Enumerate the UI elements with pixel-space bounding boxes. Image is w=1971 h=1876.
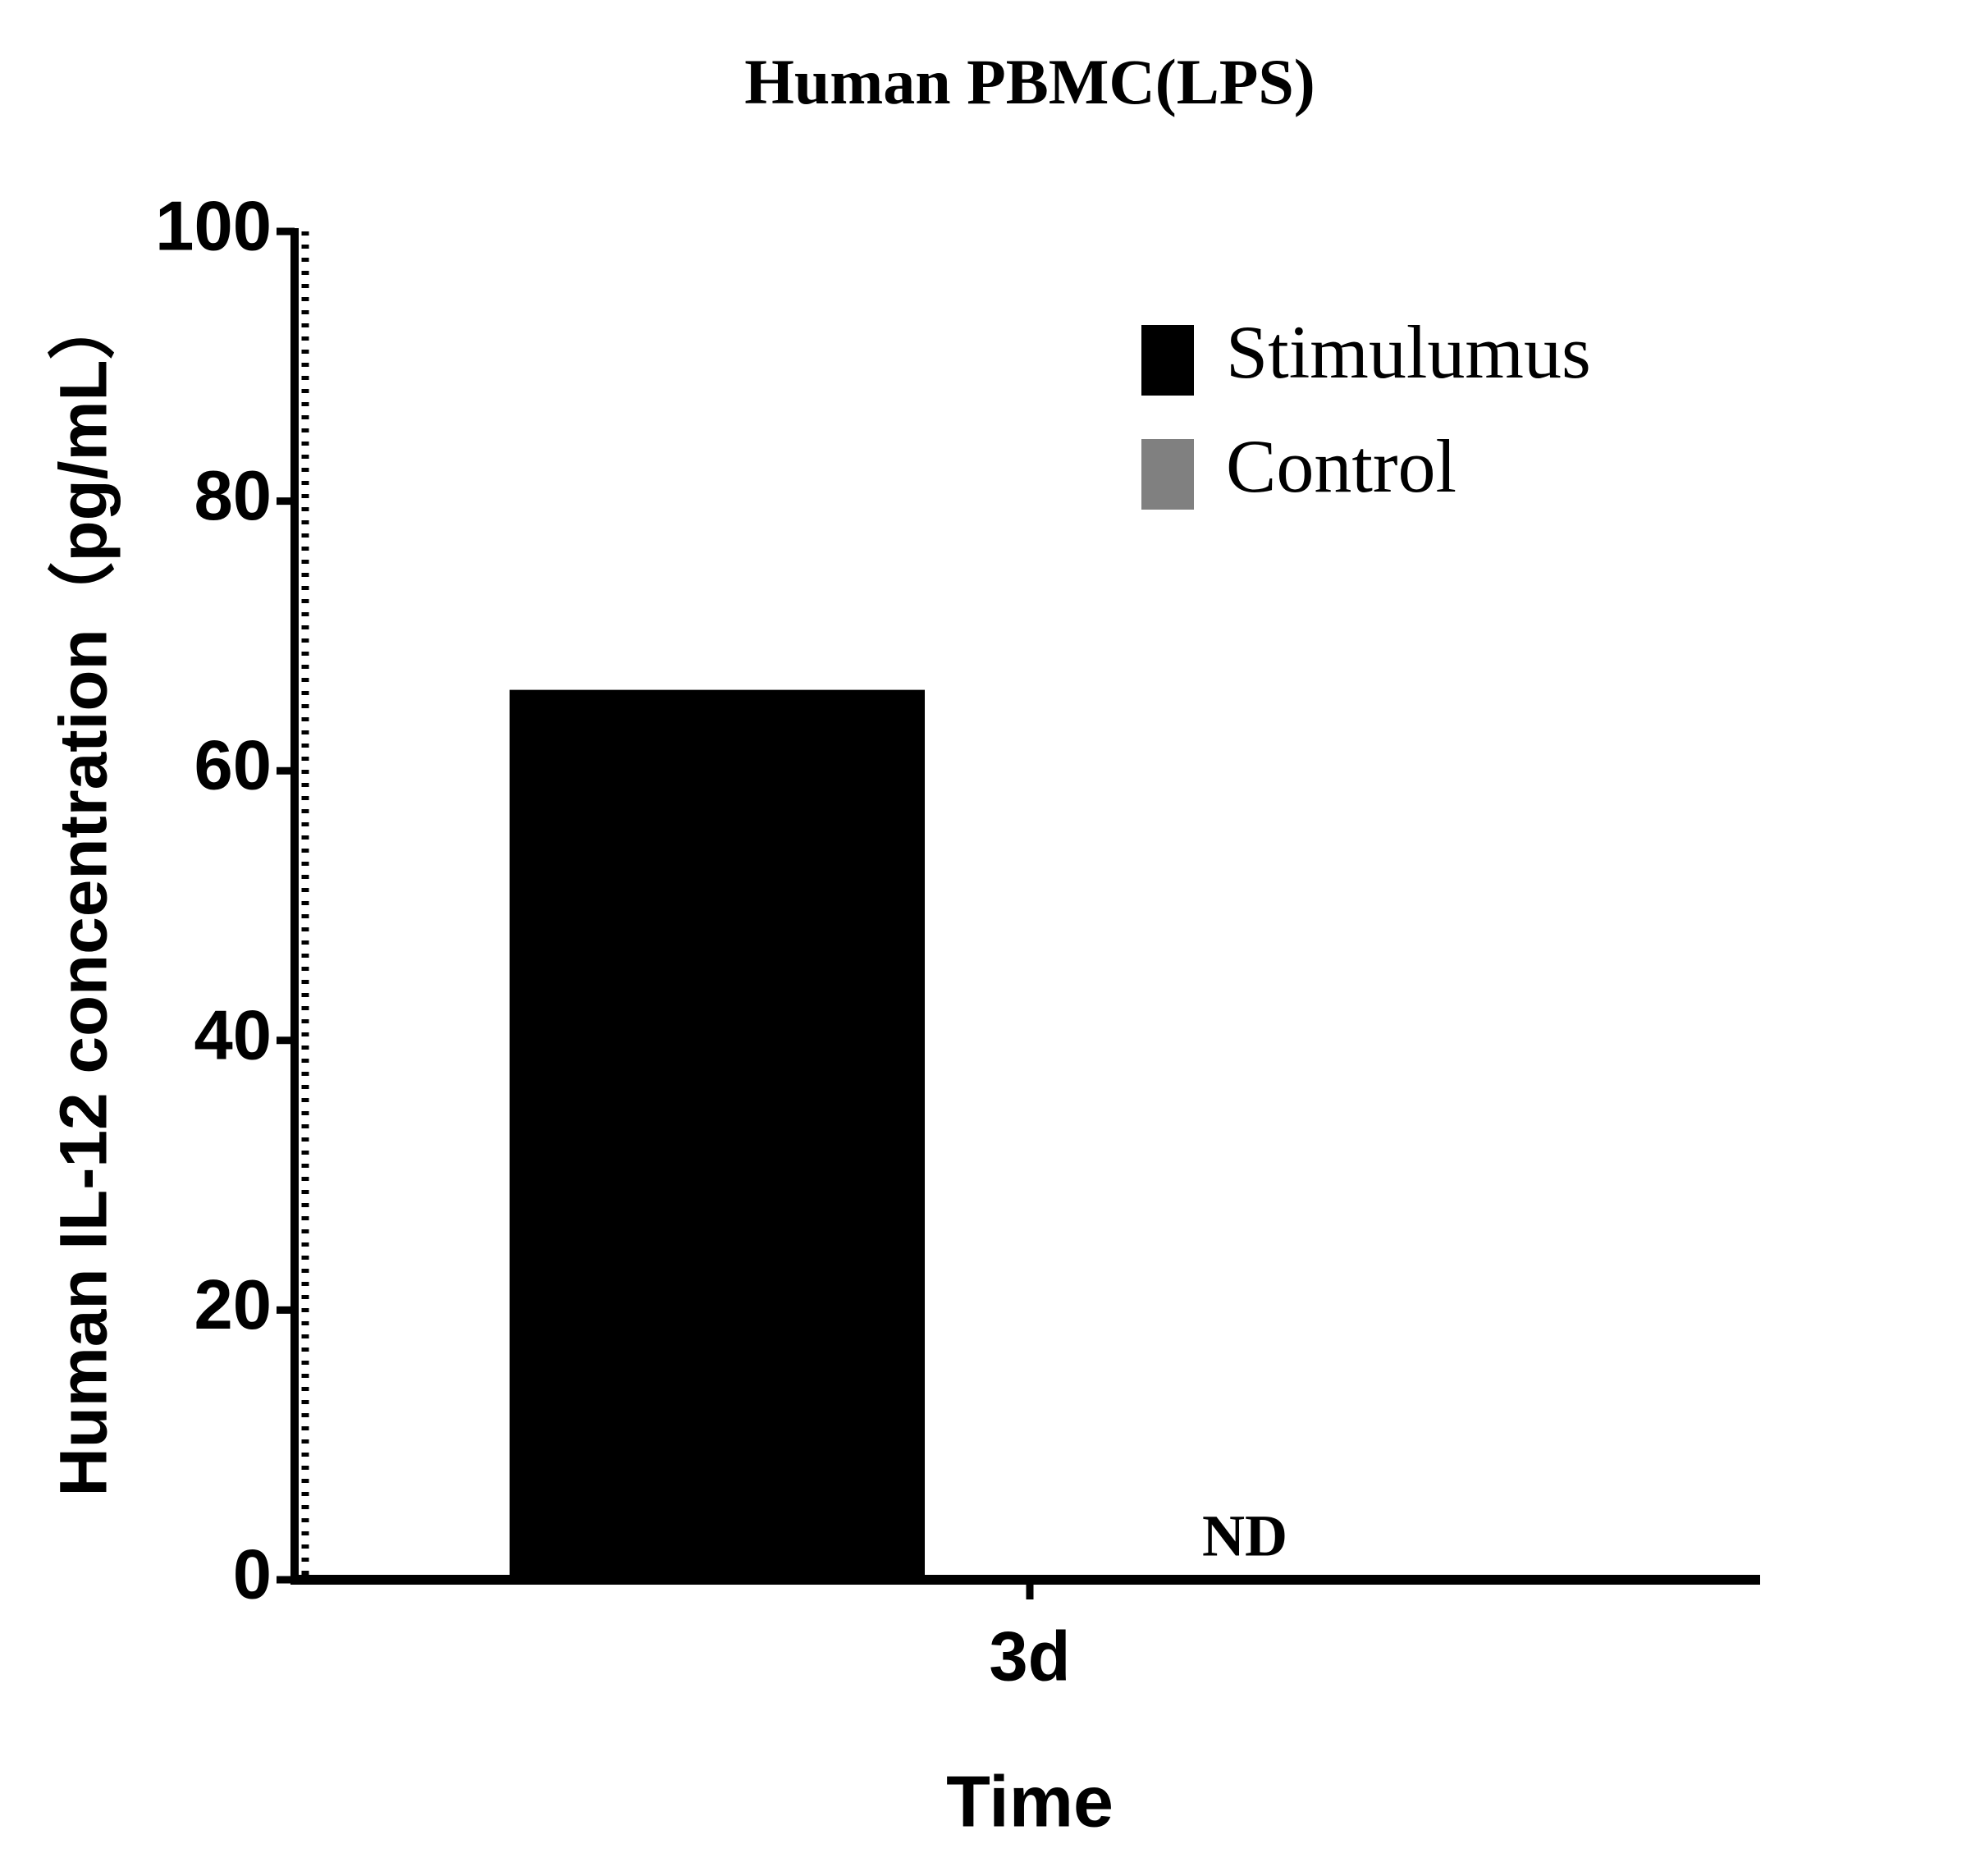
chart-title: Human PBMC(LPS)	[744, 46, 1315, 117]
y-tick-label: 60	[194, 727, 272, 805]
bar	[510, 689, 925, 1580]
x-axis-label: Time	[946, 1760, 1114, 1842]
y-axis-label: Human IL-12 concentration（pg/mL）	[47, 293, 121, 1497]
legend-label: Stimulumus	[1226, 310, 1591, 394]
legend-swatch	[1141, 439, 1194, 510]
value-label: ND	[1202, 1503, 1287, 1569]
y-tick-label: 40	[194, 996, 272, 1074]
y-tick-label: 80	[194, 457, 272, 535]
y-tick-label: 0	[233, 1535, 272, 1613]
y-tick-label: 20	[194, 1266, 272, 1344]
x-tick-label: 3d	[989, 1617, 1070, 1695]
legend-label: Control	[1226, 424, 1457, 508]
legend-swatch	[1141, 325, 1194, 396]
y-tick-label: 100	[155, 187, 272, 265]
